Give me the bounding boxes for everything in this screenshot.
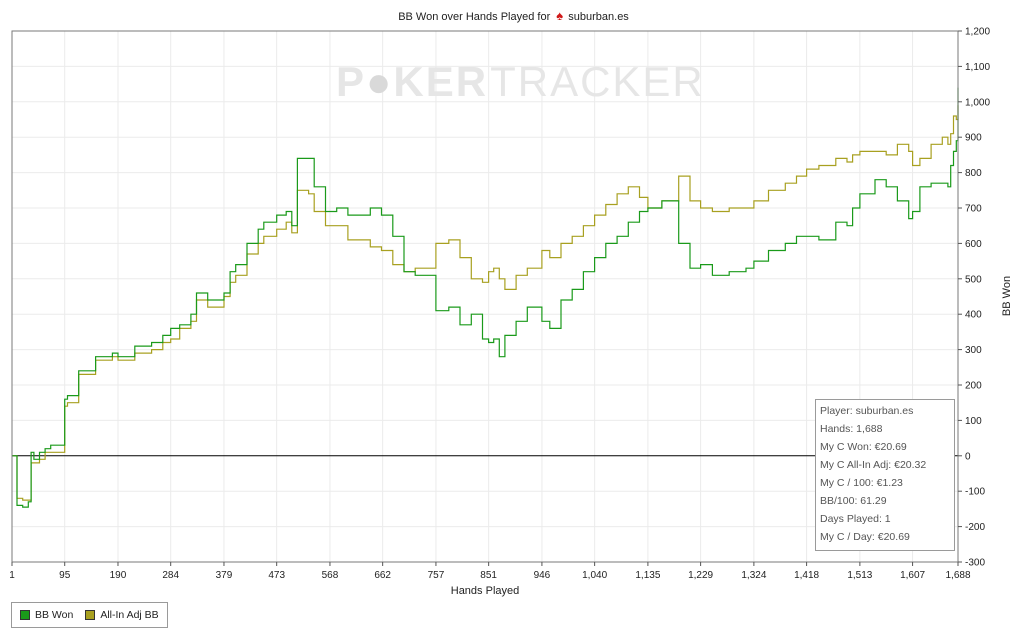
x-tick-label: 379 xyxy=(216,570,233,581)
pokertracker-watermark: P●KERTRACKER xyxy=(336,58,705,105)
y-tick-label: 800 xyxy=(965,168,982,179)
legend: BB Won All-In Adj BB xyxy=(11,602,168,628)
x-tick-label: 1,135 xyxy=(635,570,660,581)
y-tick-label: 100 xyxy=(965,416,982,427)
watermark-chip-icon: ● xyxy=(366,58,393,105)
y-tick-label: 0 xyxy=(965,451,971,462)
x-tick-label: 1 xyxy=(9,570,15,581)
y-tick-label: 1,100 xyxy=(965,62,990,73)
y-tick-label: 400 xyxy=(965,310,982,321)
x-tick-label: 95 xyxy=(59,570,71,581)
x-tick-label: 757 xyxy=(428,570,445,581)
series-line-bb-won xyxy=(12,87,959,508)
x-tick-label: 946 xyxy=(534,570,551,581)
stat-hands: Hands: 1,688 xyxy=(820,423,883,435)
stat-bb-per-100: BB/100: 61.29 xyxy=(820,495,887,507)
x-tick-label: 1,607 xyxy=(900,570,925,581)
x-axis-label: Hands Played xyxy=(451,585,520,597)
x-tick-label: 568 xyxy=(322,570,339,581)
y-tick-label: 700 xyxy=(965,204,982,215)
plot-frame xyxy=(11,30,959,563)
y-tick-label: -200 xyxy=(965,522,985,533)
legend-label-allin-adj: All-In Adj BB xyxy=(100,609,159,621)
x-axis: 1 95 190 284 379 473 568 662 757 851 946 1,040 1,135… xyxy=(9,562,971,581)
x-tick-label: 851 xyxy=(480,570,497,581)
x-tick-label: 473 xyxy=(268,570,285,581)
x-tick-label: 1,418 xyxy=(794,570,819,581)
x-tick-label: 1,040 xyxy=(582,570,607,581)
legend-label-bb-won: BB Won xyxy=(35,609,74,621)
y-tick-label: 600 xyxy=(965,239,982,250)
y-axis: -300 -200 -100 0 100 200 300 400 500 600 700 800 900… xyxy=(958,27,990,569)
watermark-part3: TRACKER xyxy=(490,58,705,105)
player-stats-box: Player: suburban.es Hands: 1,688 My C Wo… xyxy=(815,399,955,551)
watermark-text: P●KERTRACKER xyxy=(336,58,705,105)
x-tick-label: 284 xyxy=(162,570,179,581)
watermark-part1: P xyxy=(336,58,366,105)
series-group xyxy=(12,87,959,508)
stat-per-day: My C / Day: €20.69 xyxy=(820,531,910,543)
y-tick-label: 500 xyxy=(965,274,982,285)
y-tick-label: -100 xyxy=(965,487,985,498)
legend-item-allin-adj[interactable]: All-In Adj BB xyxy=(85,609,159,621)
chart-title: BB Won over Hands Played for ♠ suburban.… xyxy=(0,8,1027,23)
spade-icon: ♠ xyxy=(556,8,564,23)
y-tick-label: 1,000 xyxy=(965,97,990,108)
stat-days-played: Days Played: 1 xyxy=(820,513,891,525)
y-axis-label: BB Won xyxy=(1001,276,1013,316)
y-tick-label: 1,200 xyxy=(965,27,990,38)
y-tick-label: 900 xyxy=(965,133,982,144)
stat-won: My C Won: €20.69 xyxy=(820,441,907,453)
y-tick-label: -300 xyxy=(965,558,985,569)
x-tick-label: 1,688 xyxy=(945,570,970,581)
legend-item-bb-won[interactable]: BB Won xyxy=(20,609,73,621)
x-tick-label: 1,324 xyxy=(741,570,766,581)
y-tick-label: 200 xyxy=(965,381,982,392)
stat-player: Player: suburban.es xyxy=(820,405,914,417)
legend-swatch-allin-adj xyxy=(85,610,96,620)
y-tick-label: 300 xyxy=(965,345,982,356)
stat-allin-adj: My C All-In Adj: €20.32 xyxy=(820,459,927,471)
chart-title-player: suburban.es xyxy=(568,11,629,23)
x-tick-label: 1,229 xyxy=(688,570,713,581)
legend-swatch-bb-won xyxy=(20,610,30,620)
x-tick-label: 190 xyxy=(110,570,127,581)
watermark-part2: KER xyxy=(393,58,488,105)
stat-per-100: My C / 100: €1.23 xyxy=(820,477,903,489)
chart-title-prefix: BB Won over Hands Played for xyxy=(398,11,551,23)
series-line-allin-adj xyxy=(12,105,959,501)
x-tick-label: 1,513 xyxy=(847,570,872,581)
x-tick-label: 662 xyxy=(374,570,391,581)
